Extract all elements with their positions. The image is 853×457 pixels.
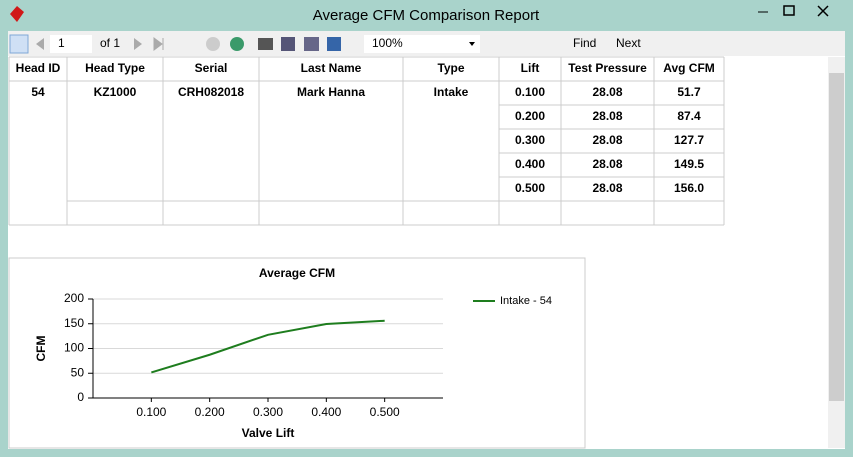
page-input[interactable] bbox=[50, 35, 92, 53]
table-cell: CRH082018 bbox=[178, 85, 244, 99]
legend-label: Intake - 54 bbox=[500, 295, 552, 307]
zoom-select[interactable] bbox=[364, 35, 480, 53]
page-setup-button[interactable] bbox=[304, 37, 319, 51]
column-header: Head Type bbox=[85, 61, 145, 75]
table-cell: 87.4 bbox=[677, 109, 701, 123]
maximize-button[interactable] bbox=[783, 5, 795, 16]
table-cell: 0.300 bbox=[515, 133, 545, 147]
next-button[interactable]: Next bbox=[616, 36, 641, 50]
chart-title: Average CFM bbox=[259, 266, 335, 280]
table-cell: 0.200 bbox=[515, 109, 545, 123]
y-tick-label: 0 bbox=[77, 390, 84, 404]
data-line bbox=[151, 319, 385, 374]
x-tick-label: 0.200 bbox=[195, 405, 225, 419]
table-cell: 28.08 bbox=[592, 181, 622, 195]
table-cell: 51.7 bbox=[677, 85, 701, 99]
refresh-button[interactable] bbox=[230, 37, 244, 51]
zoom-arrow bbox=[469, 42, 475, 46]
y-axis-label: CFM bbox=[34, 336, 48, 362]
layout-button[interactable] bbox=[281, 37, 295, 51]
column-header: Type bbox=[437, 61, 464, 75]
table-cell: 127.7 bbox=[674, 133, 704, 147]
table-cell: KZ1000 bbox=[94, 85, 137, 99]
column-header: Last Name bbox=[301, 61, 362, 75]
column-header: Lift bbox=[521, 61, 540, 75]
app-icon bbox=[10, 6, 24, 22]
column-header: Serial bbox=[195, 61, 228, 75]
y-tick-label: 200 bbox=[64, 291, 84, 305]
zoom-value: 100% bbox=[372, 36, 403, 50]
x-tick-label: 0.500 bbox=[370, 405, 400, 419]
next-page-button[interactable] bbox=[134, 38, 142, 50]
first-page-button[interactable] bbox=[9, 34, 29, 54]
y-tick-label: 100 bbox=[64, 341, 84, 355]
prev-page-button[interactable] bbox=[36, 38, 44, 50]
table-cell: Mark Hanna bbox=[297, 85, 365, 99]
table-cell: 0.400 bbox=[515, 157, 545, 171]
window-title: Average CFM Comparison Report bbox=[313, 7, 540, 24]
print-button[interactable] bbox=[258, 38, 273, 50]
chart-box bbox=[8, 257, 586, 449]
table-cell: 28.08 bbox=[592, 157, 622, 171]
x-tick-label: 0.400 bbox=[311, 405, 341, 419]
page-number: 1 bbox=[58, 36, 65, 50]
x-tick-label: 0.100 bbox=[136, 405, 166, 419]
scroll-thumb[interactable] bbox=[829, 73, 844, 401]
table-cell: 28.08 bbox=[592, 85, 622, 99]
table-cell: 156.0 bbox=[674, 181, 704, 195]
x-tick-label: 0.300 bbox=[253, 405, 283, 419]
table-cell: 28.08 bbox=[592, 133, 622, 147]
y-tick-label: 150 bbox=[64, 316, 84, 330]
x-axis-label: Valve Lift bbox=[242, 426, 295, 440]
last-page-button[interactable] bbox=[153, 37, 164, 51]
close-button[interactable] bbox=[817, 5, 829, 17]
y-tick-label: 50 bbox=[71, 365, 85, 379]
table-cell: 54 bbox=[31, 85, 45, 99]
column-header: Test Pressure bbox=[568, 61, 647, 75]
table-cell: Intake bbox=[434, 85, 469, 99]
stop-button[interactable] bbox=[206, 37, 220, 51]
column-header: Head ID bbox=[16, 61, 61, 75]
page-count: of 1 bbox=[100, 36, 120, 50]
find-button[interactable]: Find bbox=[573, 36, 596, 50]
column-header: Avg CFM bbox=[663, 61, 715, 75]
table-cell: 149.5 bbox=[674, 157, 704, 171]
table-cell: 28.08 bbox=[592, 109, 622, 123]
export-button[interactable] bbox=[327, 37, 341, 51]
table-cell: 0.100 bbox=[515, 85, 545, 99]
table-cell: 0.500 bbox=[515, 181, 545, 195]
